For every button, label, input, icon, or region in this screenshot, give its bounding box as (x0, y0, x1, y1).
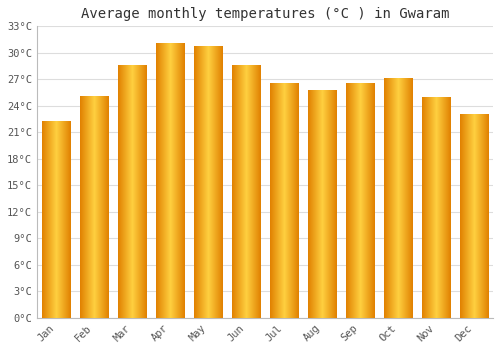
Title: Average monthly temperatures (°C ) in Gwaram: Average monthly temperatures (°C ) in Gw… (80, 7, 449, 21)
